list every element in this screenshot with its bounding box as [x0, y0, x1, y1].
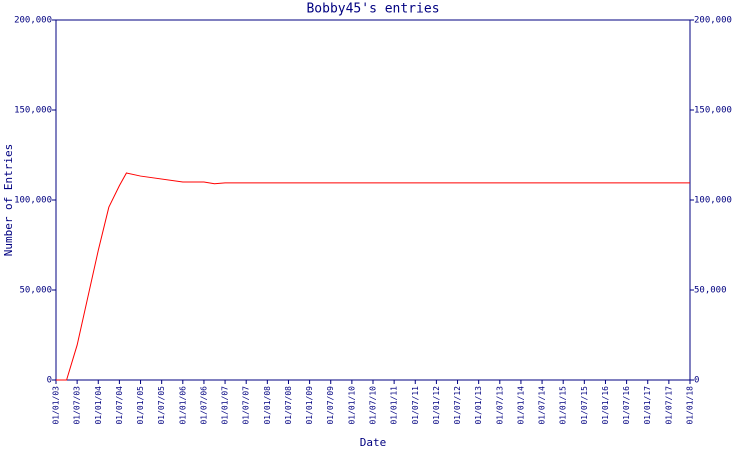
y-axis-label: Number of Entries [2, 144, 15, 257]
x-tick-label: 01/07/05 [157, 386, 166, 425]
y-tick-label: 0 [47, 376, 52, 386]
y2-tick-label: 150,000 [694, 106, 732, 116]
y2-tick-label: 0 [694, 376, 699, 386]
x-tick-label: 01/01/13 [474, 386, 483, 425]
y-tick-label: 50,000 [19, 286, 52, 296]
x-tick-label: 01/07/17 [664, 386, 673, 425]
x-tick-label: 01/07/14 [538, 386, 547, 425]
y-tick-label: 200,000 [14, 16, 52, 26]
x-tick-label: 01/01/15 [559, 386, 568, 425]
x-tick-label: 01/07/04 [115, 386, 124, 425]
x-tick-label: 01/01/11 [390, 386, 399, 425]
x-tick-label: 01/01/18 [686, 386, 695, 425]
x-tick-label: 01/01/04 [94, 386, 103, 425]
x-tick-label: 01/01/07 [221, 386, 230, 425]
x-tick-label: 01/07/03 [73, 386, 82, 425]
x-tick-label: 01/01/12 [432, 386, 441, 425]
data-line [56, 172, 690, 381]
x-tick-label: 01/01/09 [305, 386, 314, 425]
y2-tick-label: 50,000 [694, 286, 727, 296]
x-tick-label: 01/07/12 [453, 386, 462, 425]
x-axis-label: Date [360, 436, 387, 449]
x-tick-label: 01/07/13 [495, 386, 504, 425]
x-tick-label: 01/07/07 [242, 386, 251, 425]
x-tick-label: 01/01/10 [347, 386, 356, 425]
x-tick-label: 01/07/08 [284, 386, 293, 425]
x-tick-label: 01/01/05 [136, 386, 145, 425]
y-tick-label: 150,000 [14, 106, 52, 116]
y2-tick-label: 200,000 [694, 16, 732, 26]
x-tick-label: 01/01/06 [178, 386, 187, 425]
x-tick-label: 01/01/16 [601, 386, 610, 425]
x-tick-label: 01/01/03 [52, 386, 61, 425]
y2-tick-label: 100,000 [694, 196, 732, 206]
x-tick-label: 01/01/14 [516, 386, 525, 425]
plot-frame [55, 19, 691, 381]
x-tick-label: 01/07/16 [622, 386, 631, 425]
x-tick-label: 01/07/15 [580, 386, 589, 425]
y-tick-label: 100,000 [14, 196, 52, 206]
x-tick-label: 01/07/11 [411, 386, 420, 425]
x-tick-label: 01/07/10 [369, 386, 378, 425]
x-tick-label: 01/01/17 [643, 386, 652, 425]
x-tick-label: 01/07/09 [326, 386, 335, 425]
x-tick-label: 01/01/08 [263, 386, 272, 425]
chart-title: Bobby45's entries [306, 2, 439, 17]
x-tick-label: 01/07/06 [199, 386, 208, 425]
